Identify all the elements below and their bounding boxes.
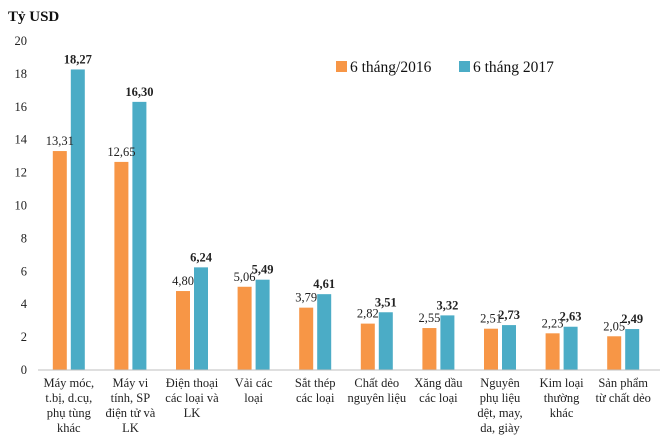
bar-2016 [176,291,190,370]
y-tick-label: 18 [15,67,28,81]
data-label-2016: 4,80 [172,274,194,288]
bars [52,69,640,371]
legend: 6 tháng/2016 6 tháng 2017 [336,59,554,76]
data-labels: 13,31 18,27 12,65 16,30 4,80 6,24 5,065,49 3,79… [46,52,643,333]
bar-2017 [378,312,393,370]
data-label-2016: 2,82 [357,307,379,321]
category-label: Máy vi tính, SP điện tử và LK [105,376,155,435]
y-tick-label: 8 [21,231,27,245]
data-label-2017: 5,49 [252,263,274,277]
bar-2016 [114,161,129,370]
bar-2017 [70,69,85,371]
category-label: Điện thoại các loại và LK [165,376,219,420]
legend-label-2016: 6 tháng/2016 [350,59,432,76]
y-tick-label: 16 [15,100,28,114]
y-tick-label: 20 [15,34,28,48]
data-label-2016: 2,55 [418,311,440,325]
bar-2016 [360,323,375,370]
data-label-2017: 2,63 [560,310,582,324]
bar-2016 [237,286,252,370]
category-label: Máy móc, t.bị, d.cụ, phụ tùng khác [43,376,94,435]
bar-2017 [502,325,516,370]
bar-2016 [52,151,67,370]
category-label: Sắt thép các loại [295,376,336,405]
bar-2017 [317,294,332,370]
bar-2016 [545,333,560,370]
bar-2017 [194,267,208,370]
data-label-2016: 2,23 [542,316,564,330]
bar-2016 [299,307,314,370]
legend-label-2017: 6 tháng 2017 [473,59,554,76]
bar-2017 [132,101,147,371]
y-axis-ticks: 0 2 4 6 8 10 12 14 16 18 20 [15,34,28,377]
category-label: Chất dẻo nguyên liệu [347,376,406,405]
data-label-2017: 2,49 [621,312,643,326]
y-tick-label: 6 [21,264,27,278]
y-tick-label: 12 [15,166,28,180]
category-label: Vải các loại [235,376,273,405]
bar-2017 [255,279,270,370]
bar-2017 [625,329,640,370]
data-label-2017: 18,27 [64,52,92,66]
data-label-2017: 6,24 [190,250,213,264]
bar-2016 [422,328,437,370]
y-axis-title: Tỷ USD [8,9,59,25]
y-tick-label: 0 [21,363,27,377]
y-tick-label: 4 [21,297,28,311]
legend-swatch-2017 [459,61,470,72]
data-label-2016: 2,51 [480,312,502,326]
data-label-2017: 3,32 [436,298,458,312]
data-label-2016: 5,06 [234,270,256,284]
bar-2016 [484,328,498,370]
data-label-2016: 13,31 [46,134,74,148]
y-tick-label: 2 [21,330,27,344]
bar-2017 [563,326,578,370]
y-tick-label: 14 [15,133,28,147]
category-label: Xăng dầu các loại [414,376,463,405]
category-label: Nguyên phụ liệu dệt, may, da, giày [477,376,522,435]
data-label-2017: 2,73 [498,308,520,322]
data-label-2017: 16,30 [125,85,153,99]
category-label: Kim loại thường khác [540,376,585,420]
category-label: Sản phẩm từ chất dẻo [596,376,651,405]
data-label-2017: 3,51 [375,295,397,309]
data-label-2016: 12,65 [107,145,135,159]
y-tick-label: 10 [15,199,28,213]
bar-2017 [440,315,455,370]
data-label-2016: 3,79 [295,291,317,305]
legend-swatch-2016 [336,61,347,72]
data-label-2016: 2,05 [603,319,625,333]
data-label-2017: 4,61 [313,277,335,291]
bar-2016 [607,336,622,370]
